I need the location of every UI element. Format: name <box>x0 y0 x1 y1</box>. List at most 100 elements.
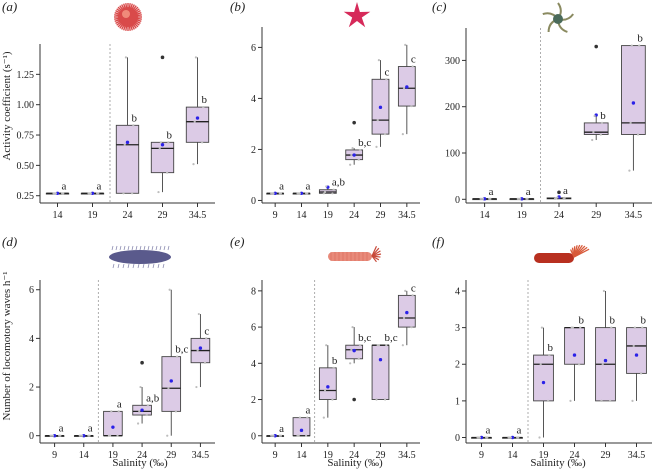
data-point <box>640 372 643 375</box>
significance-letter: a <box>306 180 311 192</box>
significance-letter: a <box>62 180 67 192</box>
mean-point <box>55 191 60 195</box>
box-14: a <box>73 423 94 438</box>
data-point <box>305 434 308 437</box>
data-point <box>375 398 378 401</box>
data-point <box>272 434 275 437</box>
data-point <box>331 192 334 195</box>
data-point <box>538 436 541 439</box>
data-point <box>402 316 406 320</box>
box-34.5: c <box>397 282 416 347</box>
data-point <box>88 434 91 437</box>
data-point <box>54 192 58 195</box>
x-tick-label: 24 <box>123 210 133 221</box>
significance-letter: b,c <box>358 137 371 149</box>
data-point <box>630 44 633 47</box>
box-34.5: b <box>626 315 647 402</box>
ylabel-bottom: Number of locomotory waves h⁻¹ <box>1 271 13 420</box>
data-point <box>81 434 84 437</box>
data-point <box>556 196 559 199</box>
mean-point <box>634 353 639 357</box>
significance-letter: c <box>411 54 416 66</box>
outlier-point <box>140 360 144 365</box>
box-24: b,c <box>345 120 371 166</box>
box-24: b <box>564 315 585 402</box>
data-point <box>109 434 112 437</box>
data-point <box>306 416 309 419</box>
y-tick-label: 200 <box>445 102 460 113</box>
data-point <box>358 148 362 152</box>
anemone-icon <box>534 244 590 263</box>
data-point <box>136 422 140 425</box>
box-34.5: c <box>397 43 416 136</box>
data-point <box>192 163 195 166</box>
data-point <box>384 398 387 401</box>
y-tick-label: 0.50 <box>17 161 35 172</box>
data-point <box>571 326 575 329</box>
data-point <box>593 114 596 118</box>
y-tick-label: 6 <box>251 323 256 334</box>
x-tick-label: 24 <box>349 210 359 221</box>
significance-letter: b <box>610 315 616 327</box>
x-tick-label: 29 <box>601 450 611 461</box>
panel-label: (d) <box>2 234 17 249</box>
data-point <box>174 410 177 413</box>
data-point <box>641 326 644 329</box>
box-34.5: b <box>185 56 210 166</box>
data-point <box>195 385 198 389</box>
box-iqr <box>161 356 182 412</box>
mean-point <box>140 408 144 412</box>
box-iqr <box>533 354 554 402</box>
significance-letter: b <box>637 33 643 45</box>
data-point <box>404 289 407 292</box>
mean-point <box>52 434 57 438</box>
data-point <box>59 434 62 437</box>
data-point <box>599 133 602 136</box>
panel-label: (b) <box>230 0 245 14</box>
mean-point <box>160 143 165 147</box>
data-point <box>89 192 92 195</box>
mean-point <box>378 357 383 362</box>
box-29: b <box>595 289 616 402</box>
mean-point <box>195 116 200 120</box>
x-tick-label: 34.5 <box>398 450 416 461</box>
data-point <box>517 436 520 439</box>
significance-letter: a <box>117 398 122 410</box>
data-point <box>146 404 149 407</box>
mean-point <box>273 434 277 438</box>
box-29: b <box>150 55 175 194</box>
box-iqr <box>564 327 585 365</box>
mean-point <box>631 101 636 105</box>
x-tick-label: 29 <box>158 210 168 221</box>
y-tick-label: 6 <box>251 43 256 54</box>
data-point <box>489 197 492 200</box>
data-point <box>159 141 162 144</box>
mean-point <box>273 191 277 196</box>
x-tick-label: 24 <box>137 450 147 461</box>
data-point <box>110 410 113 413</box>
box-iqr <box>150 141 175 174</box>
data-point <box>196 349 199 352</box>
mean-point <box>352 153 356 157</box>
box-iqr <box>626 327 647 374</box>
significance-letter: a <box>59 423 64 435</box>
x-tick-label: 29 <box>591 210 601 221</box>
mean-point <box>198 346 203 350</box>
box-9: a <box>266 423 284 438</box>
data-point <box>117 410 120 413</box>
box-29: b,c <box>371 332 398 401</box>
box-24: a <box>546 185 572 200</box>
y-tick-label: 2 <box>251 395 256 406</box>
mean-point <box>90 191 95 195</box>
brittle-star-icon <box>542 2 575 33</box>
x-tick-label: 14 <box>297 210 307 221</box>
data-point <box>478 436 481 439</box>
y-tick-label: 300 <box>445 56 460 67</box>
x-tick-label: 19 <box>108 450 118 461</box>
data-point <box>629 121 632 125</box>
panel-label: (a) <box>2 0 17 14</box>
data-point <box>332 366 335 369</box>
significance-letter: a <box>88 423 93 435</box>
data-point <box>385 344 388 347</box>
